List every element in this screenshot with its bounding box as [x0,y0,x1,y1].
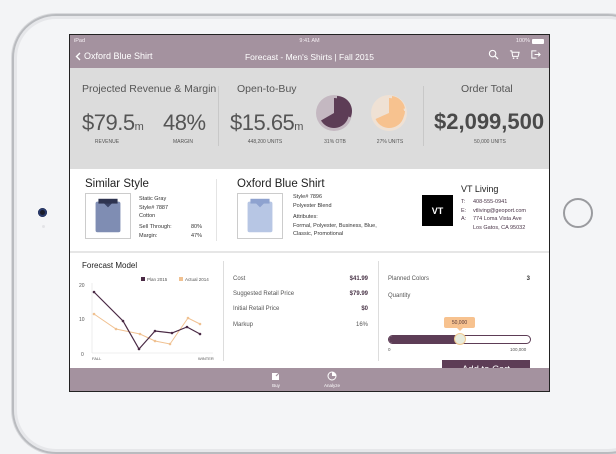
similar-style-title: Similar Style [85,178,149,190]
vendor-contact-values: 408-555-0941 vtliving@geoport.com 774 Lo… [473,198,526,232]
divider [218,86,219,146]
otb-value: $15.65m [230,110,303,135]
edit-icon [272,371,281,380]
product-attributes: Attributes: Formal, Polyester, Business,… [293,214,377,237]
divider [216,179,217,241]
quantity-slider-handle[interactable] [454,333,466,345]
vendor-address-2: Los Gatos, CA 95032 [473,224,526,231]
back-label: Oxford Blue Shirt [84,51,153,61]
summary-panel: Projected Revenue & Margin $79.5m REVENU… [70,68,549,169]
slider-max: 100,000 [510,347,527,352]
cost-label: Cost [233,276,246,282]
logout-icon[interactable] [530,49,541,60]
tab-analyze[interactable]: Analyze [324,371,340,388]
camera [38,208,47,217]
units-pie-label: 27% UNITS [376,139,404,145]
slider-fill [389,336,460,343]
app-screen: iPad 9:41 AM 100% Oxford Blue Shirt Fore… [69,34,550,392]
battery-icon [532,38,544,44]
slider-min: 0 [388,347,391,352]
forecast-title: Forecast Model [82,261,138,270]
nav-bar: iPad 9:41 AM 100% Oxford Blue Shirt Fore… [70,35,549,68]
vendor-phone[interactable]: 408-555-0941 [473,199,508,205]
pie-icon [327,371,337,381]
chevron-left-icon [75,52,81,60]
divider [378,261,379,361]
irp-value: $0 [361,306,368,312]
sell-through-values: 80% 47% [191,224,203,239]
revenue-label: REVENUE [94,139,120,145]
tab-bar: Buy Analyze [70,368,549,391]
quantity-tooltip: 50,000 [444,317,475,331]
home-button[interactable] [563,198,593,228]
cost-value: $41.99 [349,276,368,282]
similar-shirt-image[interactable] [85,193,131,239]
product-details: Style# 7896 Polyester Blend [293,194,332,209]
svg-text:Actual 2014: Actual 2014 [185,277,209,282]
similar-details: Static Gray Style# 7887 Cotton [139,196,169,219]
markup-value: 16% [355,322,368,328]
quantity-label: Quantity [388,293,411,299]
product-panel: Similar Style Static Gray Style# 7887 Co… [70,169,549,253]
clock: 9:41 AM [299,38,320,44]
divider [423,86,424,146]
planned-colors-label: Planned Colors [388,276,430,282]
vendor-contact-labels: T: E: A: [461,199,467,222]
otb-heading: Open-to-Buy [237,83,297,95]
search-icon[interactable] [488,49,499,60]
otb-pie-chart [316,95,352,131]
revenue-value: $79.5m [82,110,144,135]
page-title: Forecast - Men's Shirts | Fall 2015 [244,52,374,62]
back-button[interactable]: Oxford Blue Shirt [75,51,153,61]
carrier: iPad [74,38,86,44]
svg-text:0: 0 [81,352,84,358]
order-total-heading: Order Total [461,83,513,95]
tab-buy[interactable]: Buy [271,371,281,388]
svg-text:Plan 2015: Plan 2015 [147,277,168,282]
irp-label: Initial Retail Price [233,306,280,312]
shirt-icon [95,198,121,233]
order-total-units: 50,000 UNITS [474,139,506,145]
planned-colors-value: 3 [526,276,530,282]
svg-text:10: 10 [79,317,85,323]
vendor-email[interactable]: vtliving@geoport.com [473,207,526,214]
vendor-logo: VT [422,195,453,226]
margin-label: MARGIN [173,139,193,145]
otb-pie-label: 31% OTB [324,139,346,145]
status-bar: iPad 9:41 AM 100% [70,38,549,47]
sell-through-label: Sell Through: Margin: [139,224,172,239]
order-total-value: $2,099,500 [434,109,545,134]
markup-label: Markup [233,322,254,328]
otb-units: 448,200 UNITS [247,139,283,145]
sensor [42,225,45,228]
svg-text:FALL: FALL [92,356,102,361]
shirt-icon [247,198,273,233]
vendor-address-1: 774 Loma Vista Ave [473,216,522,222]
srp-value: $79.99 [349,291,368,297]
divider [223,261,224,361]
forecast-line-chart: 20 10 0 FALL WINTER Plan 2015 Actual 201… [79,277,214,361]
units-pie-chart [371,95,407,131]
revenue-heading: Projected Revenue & Margin [82,83,217,95]
cart-icon[interactable] [509,49,520,60]
battery-status: 100% [516,38,544,44]
forecast-panel: Forecast Model 20 10 0 FALL WINTER Plan … [70,253,549,378]
svg-text:WINTER: WINTER [198,356,214,361]
nav-actions [488,49,541,60]
product-shirt-image[interactable] [237,193,283,239]
srp-label: Suggested Retail Price [233,291,295,297]
product-title: Oxford Blue Shirt [237,178,325,190]
margin-value: 48% [163,110,206,135]
vendor-name: VT Living [461,184,499,194]
svg-text:20: 20 [79,283,85,289]
